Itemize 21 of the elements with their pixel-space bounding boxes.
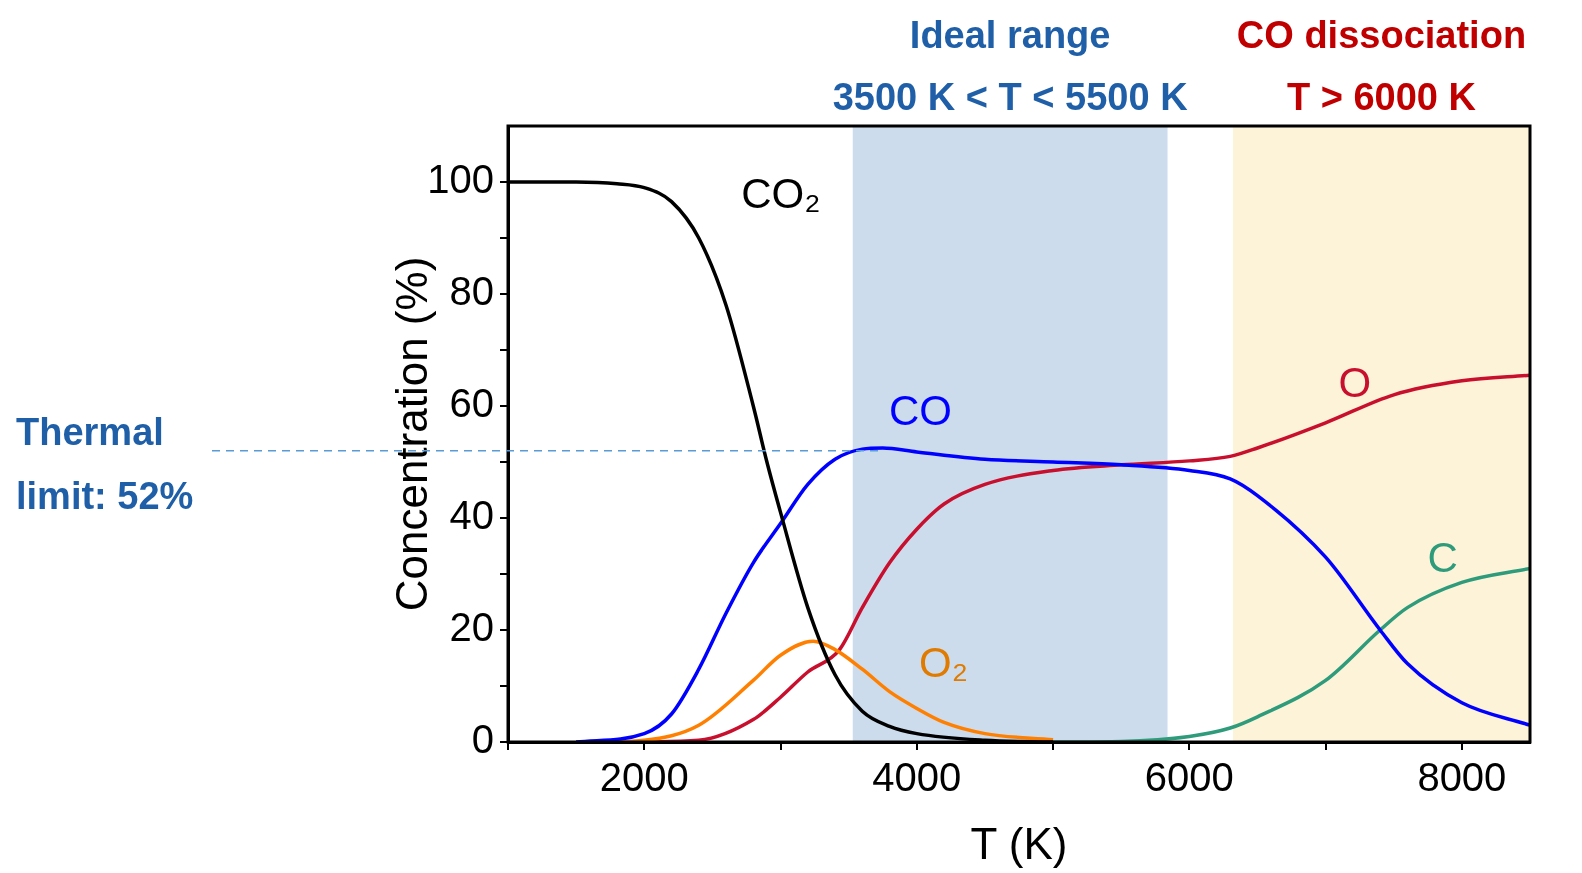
series-label: O (1338, 359, 1372, 407)
band-label: Ideal range 3500 K < T < 5500 K (832, 14, 1189, 118)
y-tick-label: 0 (471, 717, 494, 762)
y-tick-label: 20 (449, 605, 494, 650)
x-tick-label: 6000 (1144, 755, 1234, 800)
y-tick-label: 100 (427, 157, 494, 202)
y-tick-label: 60 (449, 381, 494, 426)
y-axis-title: Concentration (%) (386, 256, 436, 612)
y-tick-label: 40 (449, 493, 494, 538)
line-series (574, 446, 1530, 742)
series-label: C (1427, 534, 1458, 582)
series-label: CO₂ (741, 169, 821, 217)
band-label: CO dissociation T > 6000 K (1236, 14, 1527, 118)
x-tick-label: 8000 (1417, 755, 1507, 800)
x-tick-label: 2000 (599, 755, 689, 800)
series-label: CO (889, 387, 952, 435)
x-tick-label: 4000 (872, 755, 962, 800)
series-label: O₂ (918, 638, 968, 686)
ref-line-label: Thermal limit: 52% (16, 410, 194, 517)
y-tick-label: 80 (449, 269, 494, 314)
x-axis-title: T (K) (970, 818, 1068, 868)
